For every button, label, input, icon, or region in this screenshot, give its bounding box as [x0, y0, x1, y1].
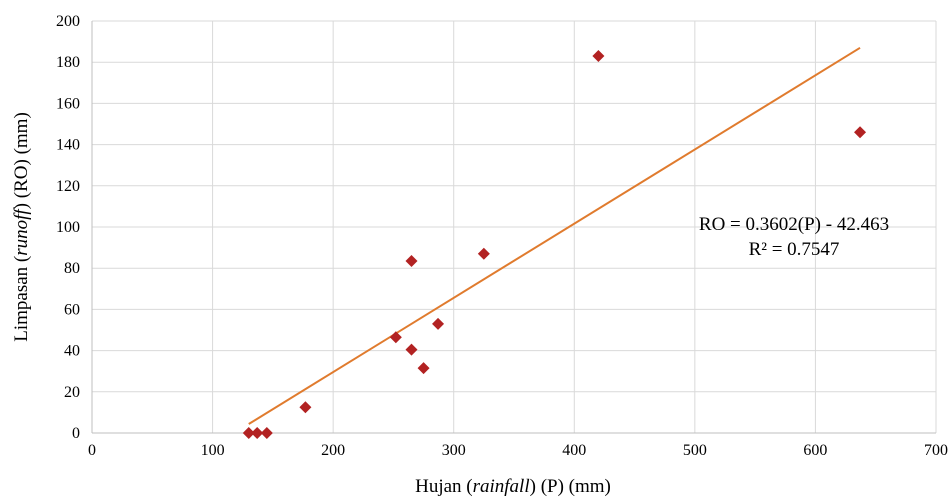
axes [91, 21, 936, 434]
data-point [389, 331, 402, 344]
trendline-equation: RO = 0.3602(P) - 42.463 [699, 214, 889, 235]
grid [92, 20, 937, 433]
y-tick-label: 180 [56, 54, 80, 71]
data-point [251, 427, 264, 439]
data-point [854, 126, 867, 139]
x-tick-label: 500 [683, 442, 707, 459]
data-point [432, 317, 445, 330]
trendline-group [248, 46, 861, 425]
x-axis-title: Hujan (rainfall) (P) (mm) [415, 476, 611, 497]
data-point [405, 343, 418, 356]
y-axis-title: Limpasan (runoff) (RO) (mm) [11, 112, 32, 342]
y-tick-label: 100 [56, 219, 80, 236]
y-tick-labels: 0 20 40 60 80 100 120 140 160 180 200 [56, 13, 80, 442]
data-point [592, 50, 605, 63]
x-tick-labels: 0 100 200 300 400 500 600 700 [88, 442, 948, 459]
data-point [405, 254, 418, 267]
y-tick-label: 160 [56, 95, 80, 112]
data-points [242, 50, 867, 439]
linear-trendline [248, 46, 861, 425]
data-point [260, 427, 273, 439]
x-tick-label: 300 [442, 442, 466, 459]
x-tick-label: 400 [562, 442, 586, 459]
y-tick-label: 80 [64, 260, 80, 277]
x-tick-label: 700 [924, 442, 948, 459]
y-tick-label: 200 [56, 13, 80, 30]
y-tick-label: 40 [64, 343, 80, 360]
y-tick-label: 20 [64, 384, 80, 401]
data-point [477, 247, 490, 260]
y-tick-label: 60 [64, 301, 80, 318]
y-tick-label: 140 [56, 137, 80, 154]
x-tick-label: 600 [803, 442, 827, 459]
data-point [299, 401, 312, 414]
y-tick-label: 120 [56, 178, 80, 195]
r-squared-label: R² = 0.7547 [749, 239, 840, 260]
x-tick-label: 100 [201, 442, 225, 459]
data-point [417, 362, 430, 375]
x-tick-label: 0 [88, 442, 96, 459]
x-tick-label: 200 [321, 442, 345, 459]
data-point [242, 427, 255, 439]
y-tick-label: 0 [72, 425, 80, 442]
